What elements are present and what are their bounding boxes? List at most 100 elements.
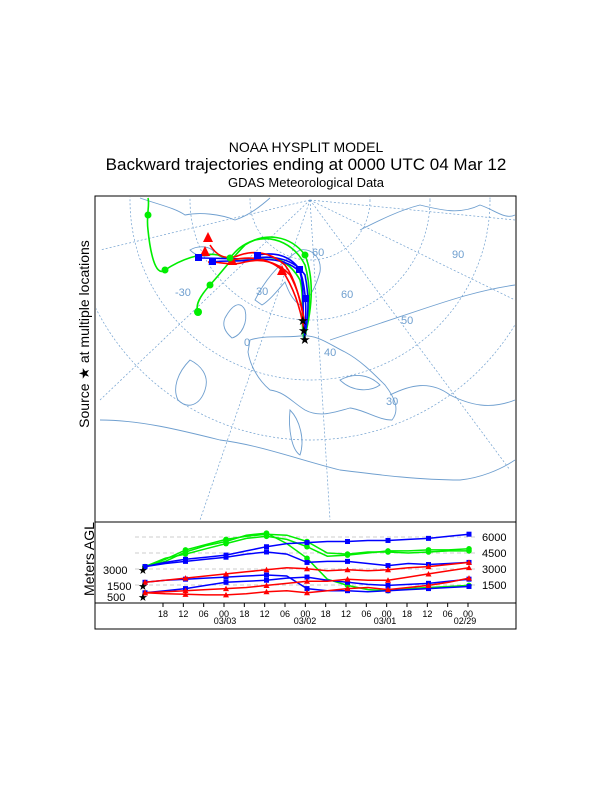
source-star: ★	[299, 332, 311, 347]
grid-label: 50	[401, 315, 413, 327]
profile-point	[223, 585, 229, 592]
profile-point	[466, 531, 472, 537]
date-label: 03/01	[374, 616, 397, 626]
red-triangle-marker	[200, 246, 210, 256]
source-star: ★	[138, 581, 148, 593]
date-labels: 03/03 03/02 03/01 02/29	[214, 616, 477, 626]
british-isles-coast	[223, 304, 247, 339]
profile-point	[142, 564, 148, 570]
lat-circle-50	[96, 307, 515, 441]
arctic-coast	[359, 204, 515, 231]
date-label: 03/03	[214, 616, 237, 626]
green-circle-marker	[206, 281, 214, 289]
map-frame	[94, 195, 517, 523]
profile-point	[426, 586, 431, 592]
profile-point	[304, 574, 310, 580]
meridian-line	[199, 199, 311, 521]
profile-point	[385, 577, 391, 583]
time-tick-labels: 18 12 06 00 18 12 06 00 18 12 06 00 18 12 06 00	[158, 603, 473, 619]
profile-point	[304, 586, 310, 592]
profile-point	[385, 549, 391, 555]
profile-point	[263, 531, 270, 537]
profile-point	[425, 582, 432, 588]
source-star: ★	[298, 323, 310, 338]
profile-point	[183, 556, 188, 562]
grid-label: 30	[386, 396, 398, 408]
profile-point	[142, 579, 148, 585]
profile-point	[263, 588, 270, 595]
profile-point	[466, 559, 472, 565]
time-tick-label: 12	[341, 609, 351, 619]
profile-point	[182, 547, 189, 553]
profile-point	[264, 577, 269, 583]
profile-point	[345, 579, 350, 585]
profile-point	[263, 582, 270, 588]
red-triangle-marker	[203, 232, 213, 242]
date-label: 03/02	[294, 616, 317, 626]
grid-label: 30	[256, 286, 268, 298]
profile-point	[182, 591, 189, 597]
profile-point	[304, 559, 310, 565]
time-tick-label: 18	[402, 609, 412, 619]
data-source-label: GDAS Meteorological Data	[227, 175, 385, 190]
profile-point	[182, 587, 189, 594]
profile-point	[344, 585, 351, 592]
profile-point	[223, 552, 229, 558]
profile-point	[344, 576, 351, 582]
graticule	[96, 197, 515, 521]
green-circle-marker	[161, 266, 169, 274]
date-label: 02/29	[454, 616, 477, 626]
time-tick-label: 12	[422, 609, 432, 619]
profile-point	[385, 566, 391, 573]
grid-label: 90	[452, 249, 464, 261]
profile-point	[385, 582, 391, 588]
black-sea-coast	[339, 374, 381, 391]
profile-frame	[94, 521, 517, 630]
left-level-labels: 3000 1500 500 ★ ★ ★	[103, 565, 148, 604]
time-tick-label: 12	[260, 609, 270, 619]
profile-point	[304, 565, 310, 572]
level-label: 1500	[482, 580, 506, 592]
meridian-line	[309, 199, 515, 301]
time-tick-label: 06	[361, 609, 371, 619]
blue-square-marker	[195, 254, 202, 261]
time-tick-label: 06	[280, 609, 290, 619]
profile-point	[223, 579, 229, 585]
time-tick-label: 18	[239, 609, 249, 619]
grid-label: 60	[341, 289, 353, 301]
source-locations: ★ ★ ★	[297, 313, 311, 347]
profile-point	[304, 540, 310, 546]
trajectories	[146, 197, 313, 341]
level-label: 3000	[482, 564, 506, 576]
level-label: 6000	[482, 532, 506, 544]
green-circle-marker	[301, 251, 309, 259]
map-content: -30 0 30 60 90 60 50 40 30	[96, 197, 515, 521]
level-label: 3000	[103, 565, 127, 577]
lat-circle-70	[189, 197, 431, 321]
green-circle-marker	[194, 308, 202, 316]
profile-point	[304, 589, 310, 596]
blue-square-marker	[209, 258, 216, 265]
trajectory-subtitle: Backward trajectories ending at 0000 UTC…	[105, 155, 507, 174]
profile-point	[223, 591, 229, 598]
profile-point	[425, 549, 432, 555]
meridian-line	[309, 199, 515, 221]
source-star: ★	[138, 565, 148, 577]
time-tick-label: 06	[199, 609, 209, 619]
profile-point	[466, 583, 472, 589]
profile-point	[264, 544, 269, 550]
lat-circle-80	[249, 197, 371, 261]
profile-point	[182, 575, 189, 581]
green-circle-marker	[144, 211, 152, 219]
time-tick-label: 00	[300, 609, 310, 619]
level-label: 500	[107, 592, 125, 604]
source-star: ★	[138, 592, 148, 604]
trajectory-green-2	[229, 238, 311, 341]
iberia-coast	[175, 359, 207, 406]
profile-point	[425, 570, 432, 577]
greenland-coast	[139, 197, 271, 221]
profile-series	[142, 530, 472, 598]
time-tick-label: 12	[178, 609, 188, 619]
blue-square-marker	[296, 266, 303, 273]
time-tick-label: 00	[382, 609, 392, 619]
